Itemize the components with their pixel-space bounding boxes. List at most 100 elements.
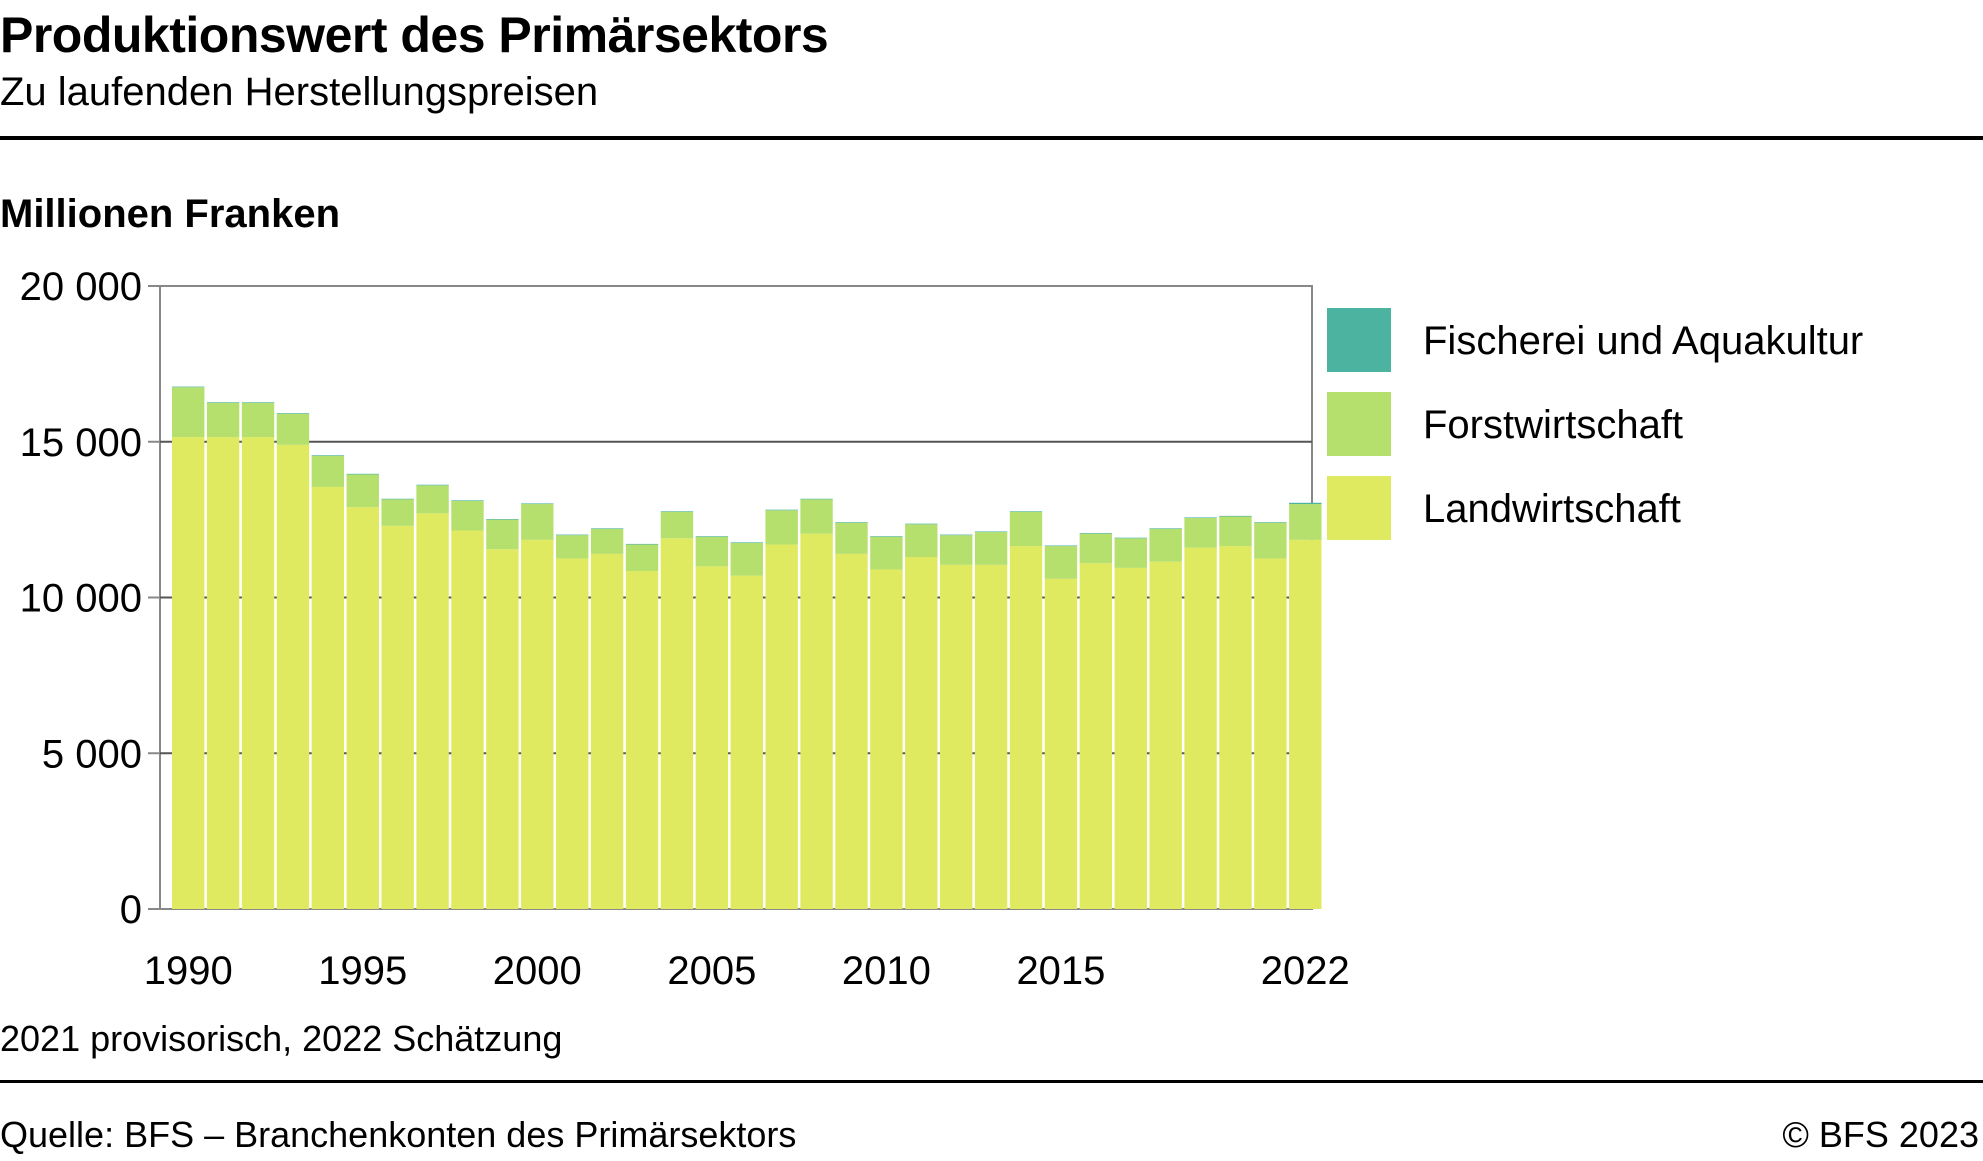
bar-forstwirtschaft-1992 (241, 402, 275, 438)
bar-forstwirtschaft-2012 (940, 535, 973, 565)
bar-fischerei-und-aquakultur-1994 (311, 455, 345, 456)
bar-landwirtschaft-2003 (625, 571, 659, 909)
bar-forstwirtschaft-1990 (172, 387, 205, 438)
bar-landwirtschaft-2001 (556, 558, 589, 909)
bar-fischerei-und-aquakultur-2020 (1219, 515, 1252, 517)
bar-landwirtschaft-2009 (835, 553, 868, 909)
bar-forstwirtschaft-2015 (1044, 546, 1078, 579)
bar-forstwirtschaft-2013 (974, 532, 1008, 565)
bar-forstwirtschaft-2008 (800, 499, 833, 534)
bar-fischerei-und-aquakultur-2005 (695, 536, 729, 537)
bar-fischerei-und-aquakultur-2013 (974, 531, 1008, 533)
bar-fischerei-und-aquakultur-2007 (765, 509, 798, 511)
legend-label: Fischerei und Aquakultur (1423, 319, 1863, 363)
bar-fischerei-und-aquakultur-2019 (1184, 517, 1217, 519)
bar-fischerei-und-aquakultur-2022 (1289, 502, 1322, 505)
bar-landwirtschaft-1990 (172, 437, 205, 909)
bar-fischerei-und-aquakultur-1997 (416, 484, 449, 486)
bar-fischerei-und-aquakultur-1990 (172, 386, 205, 388)
chart-title: Produktionswert des Primärsektors (0, 7, 829, 63)
bar-forstwirtschaft-2014 (1009, 511, 1043, 547)
bar-forstwirtschaft-2003 (625, 544, 659, 572)
footnote: 2021 provisorisch, 2022 Schätzung (0, 1018, 563, 1059)
bar-fischerei-und-aquakultur-2011 (905, 523, 938, 525)
bar-landwirtschaft-1991 (206, 437, 240, 909)
bar-landwirtschaft-2022 (1289, 539, 1322, 909)
bar-fischerei-und-aquakultur-2010 (870, 536, 903, 537)
bar-fischerei-und-aquakultur-2006 (730, 542, 763, 543)
bar-landwirtschaft-1994 (311, 486, 345, 909)
bar-fischerei-und-aquakultur-1991 (206, 402, 240, 403)
legend-label: Landwirtschaft (1423, 487, 1681, 531)
bar-fischerei-und-aquakultur-2017 (1114, 537, 1147, 539)
bar-fischerei-und-aquakultur-2014 (1009, 511, 1043, 512)
bar-forstwirtschaft-1999 (486, 519, 519, 550)
bar-forstwirtschaft-1998 (451, 500, 484, 531)
bar-fischerei-und-aquakultur-1998 (451, 500, 484, 501)
y-tick-label: 5 000 (42, 732, 142, 776)
bar-landwirtschaft-2019 (1184, 547, 1217, 909)
legend-swatch (1327, 392, 1391, 456)
bar-fischerei-und-aquakultur-2009 (835, 522, 868, 523)
bar-landwirtschaft-2015 (1044, 578, 1078, 909)
bar-forstwirtschaft-1993 (276, 413, 310, 445)
bar-landwirtschaft-2014 (1009, 546, 1043, 909)
bar-fischerei-und-aquakultur-2015 (1044, 545, 1078, 547)
bar-landwirtschaft-2020 (1219, 546, 1252, 909)
bar-fischerei-und-aquakultur-2003 (625, 543, 659, 545)
bar-forstwirtschaft-2002 (590, 528, 624, 554)
y-tick-label: 10 000 (20, 577, 142, 621)
x-tick-label: 2005 (667, 949, 756, 993)
bar-fischerei-und-aquakultur-1993 (276, 413, 310, 414)
legend-swatch (1327, 476, 1391, 540)
bar-landwirtschaft-1995 (346, 507, 379, 909)
bar-forstwirtschaft-2016 (1079, 533, 1113, 564)
copyright-note: © BFS 2023 (1782, 1114, 1979, 1155)
bar-forstwirtschaft-2022 (1289, 504, 1322, 540)
bar-fischerei-und-aquakultur-2001 (556, 534, 589, 536)
bar-forstwirtschaft-2009 (835, 522, 868, 554)
bar-fischerei-und-aquakultur-2021 (1254, 522, 1287, 523)
x-tick-label: 2010 (842, 949, 931, 993)
bar-forstwirtschaft-2021 (1254, 522, 1287, 559)
x-tick-label: 2015 (1016, 949, 1105, 993)
bar-landwirtschaft-2017 (1114, 567, 1147, 909)
bar-landwirtschaft-2004 (660, 538, 694, 909)
bar-fischerei-und-aquakultur-2018 (1149, 528, 1182, 529)
bar-forstwirtschaft-1991 (206, 402, 240, 438)
bar-fischerei-und-aquakultur-2000 (521, 503, 554, 505)
bar-forstwirtschaft-1995 (346, 474, 379, 508)
bar-forstwirtschaft-1996 (381, 499, 414, 526)
bar-fischerei-und-aquakultur-2012 (940, 534, 973, 536)
bar-landwirtschaft-2013 (974, 564, 1008, 909)
y-tick-label: 0 (120, 888, 142, 932)
x-tick-label: 2022 (1261, 949, 1350, 993)
bar-forstwirtschaft-2019 (1184, 518, 1217, 548)
bar-forstwirtschaft-2005 (695, 536, 729, 567)
bar-fischerei-und-aquakultur-2016 (1079, 533, 1113, 534)
bar-fischerei-und-aquakultur-1995 (346, 473, 379, 475)
bar-landwirtschaft-2002 (590, 553, 624, 909)
legend-label: Forstwirtschaft (1423, 403, 1683, 447)
source-note: Quelle: BFS – Branchenkonten des Primärs… (0, 1114, 797, 1155)
bar-fischerei-und-aquakultur-2004 (660, 511, 694, 512)
legend-swatch (1327, 308, 1391, 372)
bar-fischerei-und-aquakultur-2002 (590, 528, 624, 529)
bar-forstwirtschaft-2011 (905, 524, 938, 558)
x-tick-label: 1995 (318, 949, 407, 993)
bar-forstwirtschaft-2006 (730, 542, 763, 576)
bar-forstwirtschaft-1997 (416, 485, 449, 514)
y-axis-unit-label: Millionen Franken (0, 192, 341, 236)
bar-landwirtschaft-2007 (765, 544, 798, 909)
bar-landwirtschaft-2000 (521, 539, 554, 909)
bar-landwirtschaft-1993 (276, 444, 310, 909)
chart-subtitle: Zu laufenden Herstellungspreisen (0, 70, 599, 114)
y-tick-label: 20 000 (20, 265, 142, 309)
bar-forstwirtschaft-2000 (521, 504, 554, 540)
bar-forstwirtschaft-2001 (556, 535, 589, 559)
x-tick-label: 1990 (144, 949, 233, 993)
bar-landwirtschaft-2016 (1079, 563, 1113, 909)
bar-fischerei-und-aquakultur-2008 (800, 498, 833, 500)
bar-fischerei-und-aquakultur-1999 (486, 519, 519, 520)
